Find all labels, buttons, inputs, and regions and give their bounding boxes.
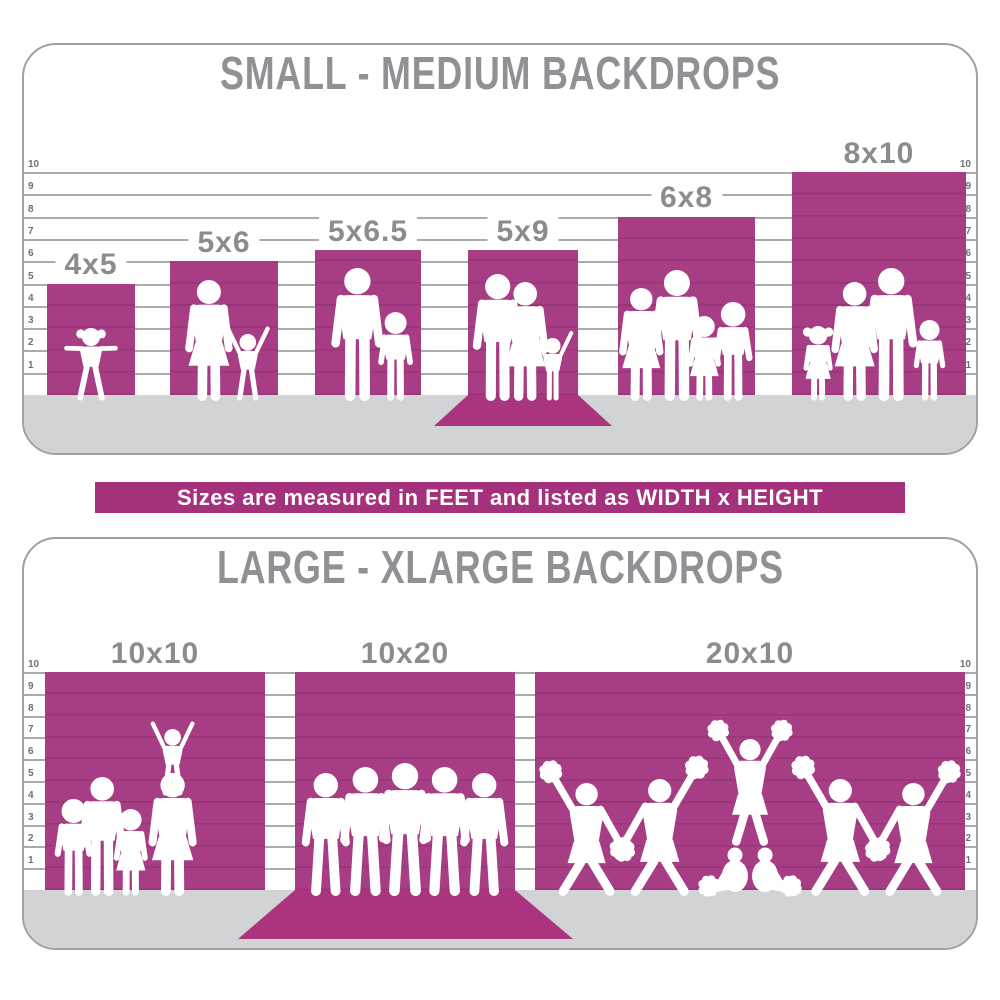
backdrop-bar-20x10 [535, 672, 965, 890]
size-label-10x10: 10x10 [101, 637, 209, 669]
axis-tick-right-4: 4 [965, 292, 971, 304]
axis-tick-left-9: 9 [28, 680, 34, 692]
axis-tick-right-4: 4 [965, 789, 971, 801]
axis-tick-left-8: 8 [28, 702, 34, 714]
large-xlarge-title-text: LARGE - XLARGE BACKDROPS [216, 541, 784, 593]
axis-tick-left-10: 10 [28, 159, 40, 170]
axis-tick-left-5: 5 [28, 768, 34, 779]
large-xlarge-title: LARGE - XLARGE BACKDROPS [24, 541, 976, 593]
floor-strip [24, 395, 976, 453]
size-label-8x10: 8x10 [834, 137, 924, 169]
size-label-20x10: 20x10 [696, 637, 804, 669]
axis-tick-left-9: 9 [28, 181, 34, 193]
backdrop-bar-6x8 [618, 216, 755, 395]
backdrop-bar-5x6 [170, 261, 278, 395]
axis-tick-right-6: 6 [965, 746, 971, 758]
measurement-note-text: Sizes are measured in FEET and listed as… [176, 484, 824, 510]
axis-tick-left-3: 3 [28, 811, 34, 823]
axis-tick-left-6: 6 [28, 248, 34, 260]
small-medium-title: SMALL - MEDIUM BACKDROPS [24, 47, 976, 99]
axis-tick-right-3: 3 [965, 811, 971, 823]
axis-tick-right-5: 5 [965, 768, 971, 779]
axis-tick-right-1: 1 [965, 855, 971, 867]
axis-tick-left-7: 7 [28, 225, 34, 237]
axis-tick-right-8: 8 [965, 702, 971, 714]
large-xlarge-panel: LARGE - XLARGE BACKDROPS 10 10 9 9 8 8 7 7 6 6 5 5 4… [22, 537, 978, 950]
axis-tick-right-7: 7 [965, 225, 971, 237]
measurement-note-banner: Sizes are measured in FEET and listed as… [95, 482, 905, 513]
axis-tick-right-3: 3 [965, 315, 971, 327]
backdrop-bar-10x10 [45, 672, 265, 890]
axis-tick-left-2: 2 [28, 337, 34, 349]
axis-tick-right-9: 9 [965, 680, 971, 692]
axis-tick-right-9: 9 [965, 181, 971, 193]
size-label-5x9: 5x9 [487, 215, 559, 247]
axis-tick-left-10: 10 [28, 659, 40, 670]
axis-tick-right-8: 8 [965, 203, 971, 215]
axis-tick-left-1: 1 [28, 359, 34, 371]
axis-tick-right-5: 5 [965, 270, 971, 282]
axis-tick-left-7: 7 [28, 724, 34, 736]
axis-tick-right-1: 1 [965, 359, 971, 371]
size-label-6x8: 6x8 [650, 182, 723, 214]
axis-tick-left-6: 6 [28, 746, 34, 758]
axis-tick-right-10: 10 [959, 159, 971, 170]
backdrop-bar-8x10 [792, 172, 966, 395]
axis-tick-left-4: 4 [28, 292, 34, 304]
axis-tick-left-5: 5 [28, 270, 34, 282]
backdrop-bar-4x5 [47, 283, 135, 395]
size-label-5x6: 5x6 [188, 227, 260, 259]
small-medium-title-text: SMALL - MEDIUM BACKDROPS [219, 47, 781, 99]
axis-tick-right-2: 2 [965, 337, 971, 349]
backdrop-bar-5x6.5 [315, 250, 421, 396]
axis-tick-left-2: 2 [28, 833, 34, 845]
axis-tick-left-1: 1 [28, 855, 34, 867]
backdrop-bar-10x20 [295, 672, 515, 890]
size-label-5x6.5: 5x6.5 [318, 215, 418, 247]
axis-tick-right-7: 7 [965, 724, 971, 736]
axis-tick-left-3: 3 [28, 315, 34, 327]
backdrop-bar-5x9 [468, 250, 578, 396]
floor-strip [24, 890, 976, 948]
size-label-10x20: 10x20 [351, 637, 459, 669]
grid-line-9ft [24, 194, 976, 197]
axis-tick-left-8: 8 [28, 203, 34, 215]
size-label-4x5: 4x5 [55, 249, 127, 281]
axis-tick-right-2: 2 [965, 833, 971, 845]
axis-tick-left-4: 4 [28, 789, 34, 801]
axis-tick-right-6: 6 [965, 248, 971, 260]
axis-tick-right-10: 10 [959, 659, 971, 670]
grid-line-10ft [24, 172, 976, 174]
small-medium-panel: SMALL - MEDIUM BACKDROPS 10 10 9 9 8 8 7 7 6 6 5 5 4… [22, 43, 978, 455]
